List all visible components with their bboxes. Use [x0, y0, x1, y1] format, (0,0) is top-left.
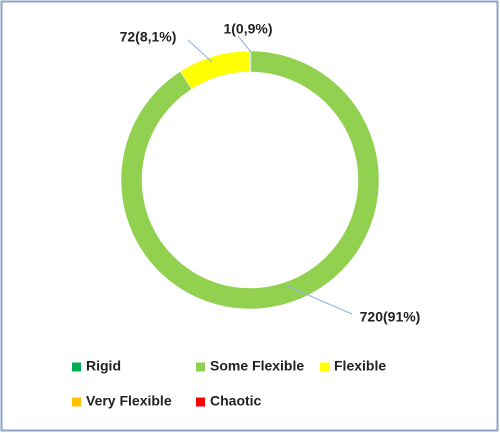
data-label: 72(8,1%)	[120, 29, 177, 45]
legend-swatch	[72, 397, 81, 407]
legend-label: Some Flexible	[210, 358, 304, 374]
leader-line	[187, 39, 213, 63]
legend-label: Flexible	[334, 358, 386, 374]
legend-swatch	[196, 397, 205, 407]
leader-line	[284, 284, 353, 315]
legend-swatch	[72, 362, 81, 372]
donut-slice	[179, 50, 251, 90]
legend-label: Rigid	[86, 358, 121, 374]
leader-line	[237, 35, 252, 53]
data-label: 720(91%)	[360, 309, 421, 325]
donut-slice	[120, 50, 380, 310]
legend-label: Chaotic	[210, 393, 262, 409]
data-label: 1(0,9%)	[223, 21, 272, 37]
legend-swatch	[320, 362, 329, 372]
legend-swatch	[196, 362, 205, 372]
legend-label: Very Flexible	[86, 393, 172, 409]
